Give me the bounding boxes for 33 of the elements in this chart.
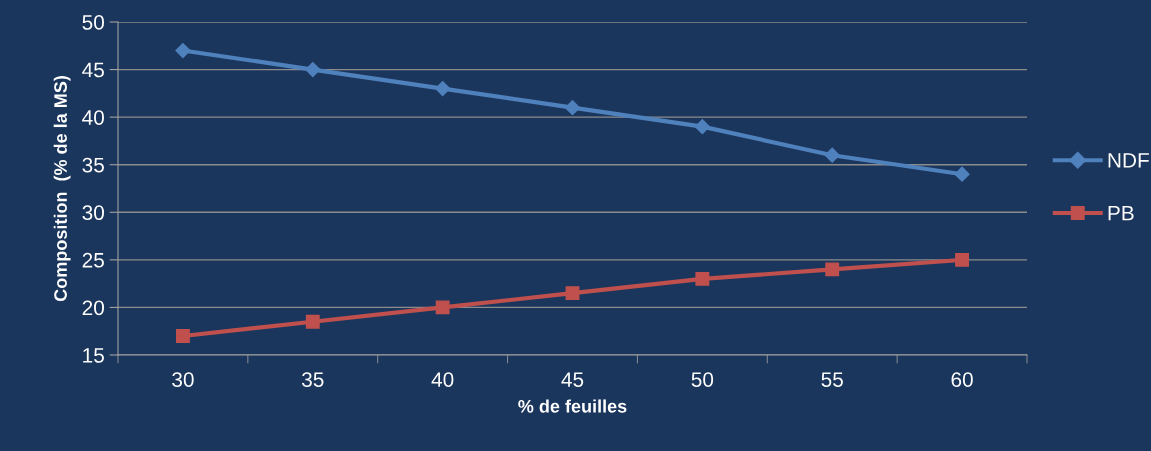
y-tick-label: 25 [82,252,104,268]
y-axis-title: Composition (% de la MS) [53,76,71,302]
x-tick-label: 40 [431,372,454,387]
legend-label: PB [1108,205,1134,221]
y-tick-label: 45 [82,62,104,78]
y-tick-label: 20 [82,300,104,316]
legend-label: NDF [1108,153,1149,168]
x-tick-label: 55 [821,372,843,387]
y-tick-label: 50 [82,15,104,30]
y-tick-label: 35 [82,157,104,173]
x-axis-title: % de feuilles [518,399,627,413]
point [565,286,580,301]
point [824,147,840,163]
point [175,42,191,59]
y-tick-label: 15 [83,348,104,363]
y-tick-label: 30 [82,205,104,221]
point [825,262,840,277]
x-tick-label: 30 [172,372,194,387]
point [435,81,451,97]
x-tick-label: 45 [561,372,584,387]
x-tick-label: 60 [951,372,973,387]
point [694,119,710,135]
point [175,329,190,343]
point [954,166,970,182]
point [305,62,321,78]
x-tick-label: 35 [301,372,324,387]
point [305,314,320,329]
point [435,300,450,315]
x-tick-label: 50 [691,372,714,387]
point [955,252,970,267]
y-tick-label: 40 [82,110,104,125]
point [564,100,581,116]
point [695,271,710,286]
